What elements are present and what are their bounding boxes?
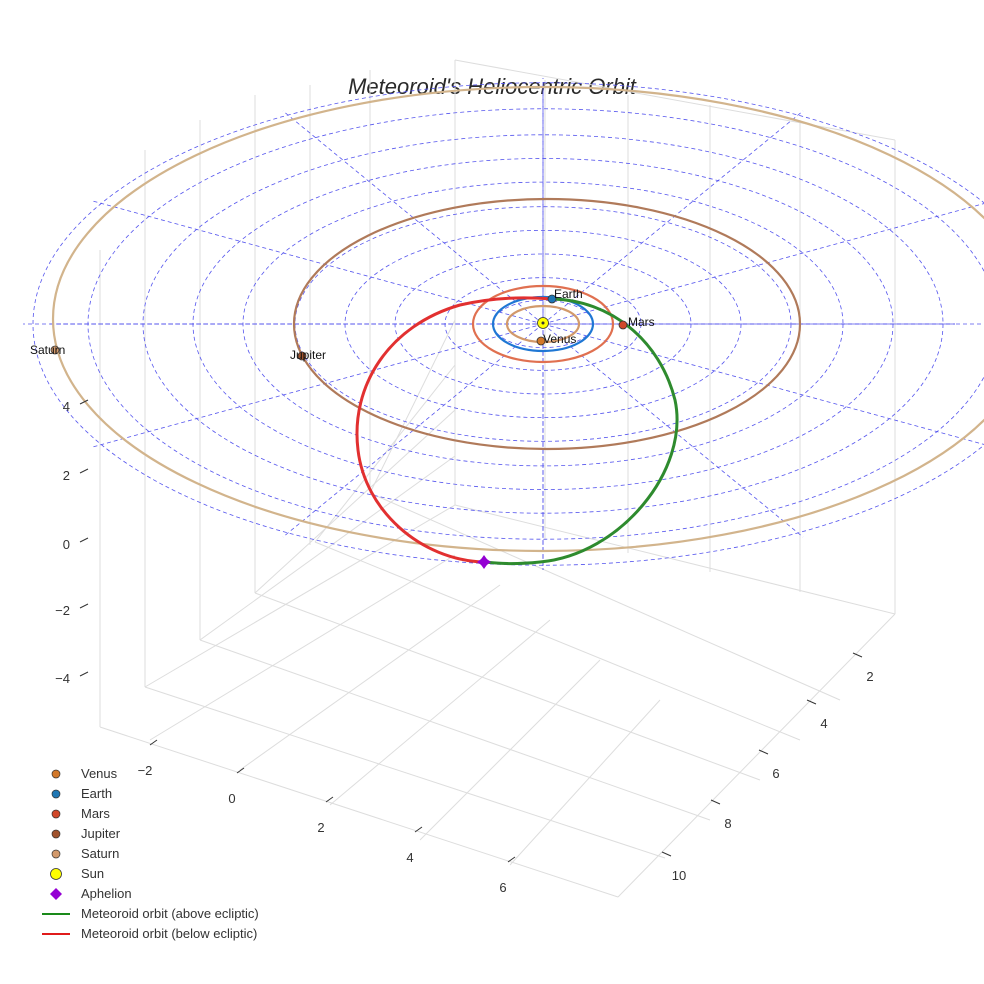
- planet-label-mars: Mars: [628, 315, 655, 329]
- y-tick-mark: [661, 851, 672, 857]
- polar-grid-spoke: [542, 323, 984, 445]
- x-tick-label: −2: [138, 763, 153, 778]
- celestial-bodies: Venus Earth Mars Jupiter Saturn: [30, 287, 655, 569]
- legend-symbol: [51, 769, 61, 779]
- y-tick-mark: [710, 799, 721, 805]
- x-tick-mark: [507, 856, 516, 863]
- gridline: [254, 409, 456, 594]
- polar-grid-spoke: [542, 323, 804, 538]
- meteoroid-orbit-above: [483, 297, 679, 566]
- gridline: [199, 455, 456, 641]
- gridline: [144, 686, 666, 859]
- planet-label-saturn: Saturn: [30, 343, 65, 357]
- z-tick-label: 0: [63, 537, 70, 552]
- orbit-saturn: [52, 85, 984, 553]
- legend-label: Venus: [81, 766, 118, 781]
- planet-earth: [547, 294, 557, 304]
- chart-title: Meteoroid's Heliocentric Orbit: [348, 74, 636, 99]
- meteoroid-orbit-below: [355, 296, 553, 564]
- gridline: [329, 619, 551, 806]
- planet-mars: [618, 320, 628, 330]
- gridline: [369, 492, 841, 701]
- z-tick-label: 2: [63, 468, 70, 483]
- planet-orbits: [52, 85, 984, 553]
- z-tick-label: 4: [63, 399, 70, 414]
- legend-symbol: [51, 789, 61, 799]
- legend-label: Mars: [81, 806, 110, 821]
- legend-label: Meteoroid orbit (below ecliptic): [81, 926, 258, 941]
- y-tick-mark: [758, 749, 769, 755]
- planet-label-earth: Earth: [554, 287, 583, 301]
- gridline: [509, 699, 661, 866]
- ecliptic-polar-grid: [23, 78, 984, 570]
- legend-label: Jupiter: [81, 826, 121, 841]
- legend-symbol: [50, 868, 62, 880]
- x-tick-mark: [414, 826, 423, 833]
- gridline: [454, 59, 896, 141]
- x-tick-label: 0: [228, 791, 235, 806]
- legend-label: Aphelion: [81, 886, 132, 901]
- legend-symbol: [51, 849, 61, 859]
- gridline: [254, 592, 761, 781]
- gridline: [314, 541, 801, 741]
- x-tick-mark: [236, 767, 245, 774]
- legend-label: Earth: [81, 786, 113, 801]
- y-tick-label: 6: [772, 766, 779, 781]
- y-tick-label: 10: [672, 868, 686, 883]
- gridline: [199, 639, 711, 821]
- polar-grid-spoke: [92, 323, 544, 448]
- legend-symbol: [42, 933, 70, 935]
- legend-label: Sun: [81, 866, 105, 881]
- legend-symbol: [42, 913, 70, 915]
- z-tick-mark: [79, 671, 89, 677]
- x-tick-label: 6: [499, 880, 506, 895]
- y-tick-mark: [852, 652, 863, 658]
- planet-jupiter: [297, 351, 307, 361]
- legend-symbol: [50, 888, 62, 900]
- y-tick-mark: [806, 699, 817, 705]
- polar-grid-spoke: [542, 110, 804, 325]
- x-tick-label: 2: [317, 820, 324, 835]
- planet-saturn: [50, 345, 60, 355]
- gridline: [144, 504, 456, 688]
- axis-gridlines: [99, 59, 896, 898]
- legend-symbol: [51, 829, 61, 839]
- gridline: [149, 554, 456, 741]
- x-tick-mark: [325, 796, 334, 803]
- gridline: [419, 659, 601, 841]
- legend-label: Saturn: [81, 846, 120, 861]
- planet-label-jupiter: Jupiter: [290, 348, 326, 362]
- gridline: [454, 504, 896, 615]
- axis-ticks: −4 −2 0 2 4 −2 0 2 4 6 2 4 6 8 10: [55, 399, 873, 895]
- gridline: [99, 726, 619, 898]
- polar-grid-spoke: [542, 203, 984, 325]
- polar-grid-spoke: [92, 200, 544, 325]
- legend-label: Meteoroid orbit (above ecliptic): [81, 906, 259, 921]
- legend-symbol: [51, 809, 61, 819]
- orbit-jupiter: [292, 197, 802, 451]
- gridline: [617, 613, 896, 898]
- gridline: [369, 319, 456, 494]
- x-tick-mark: [149, 739, 158, 746]
- x-tick-label: 4: [406, 850, 413, 865]
- z-tick-label: −4: [55, 671, 70, 686]
- orbit-mars: [471, 284, 615, 364]
- planet-label-venus: Venus: [543, 332, 576, 346]
- aphelion-marker-cross: [477, 557, 491, 567]
- sun-center: [541, 321, 545, 325]
- planet-venus: [536, 336, 546, 346]
- gridline: [239, 584, 501, 771]
- y-tick-label: 8: [724, 816, 731, 831]
- meteoroid-orbit: [355, 296, 679, 566]
- z-tick-mark: [79, 537, 89, 543]
- z-tick-mark: [79, 603, 89, 609]
- y-tick-label: 4: [820, 716, 827, 731]
- z-tick-mark: [79, 468, 89, 474]
- z-tick-mark: [79, 399, 89, 405]
- z-tick-label: −2: [55, 603, 70, 618]
- y-tick-label: 2: [866, 669, 873, 684]
